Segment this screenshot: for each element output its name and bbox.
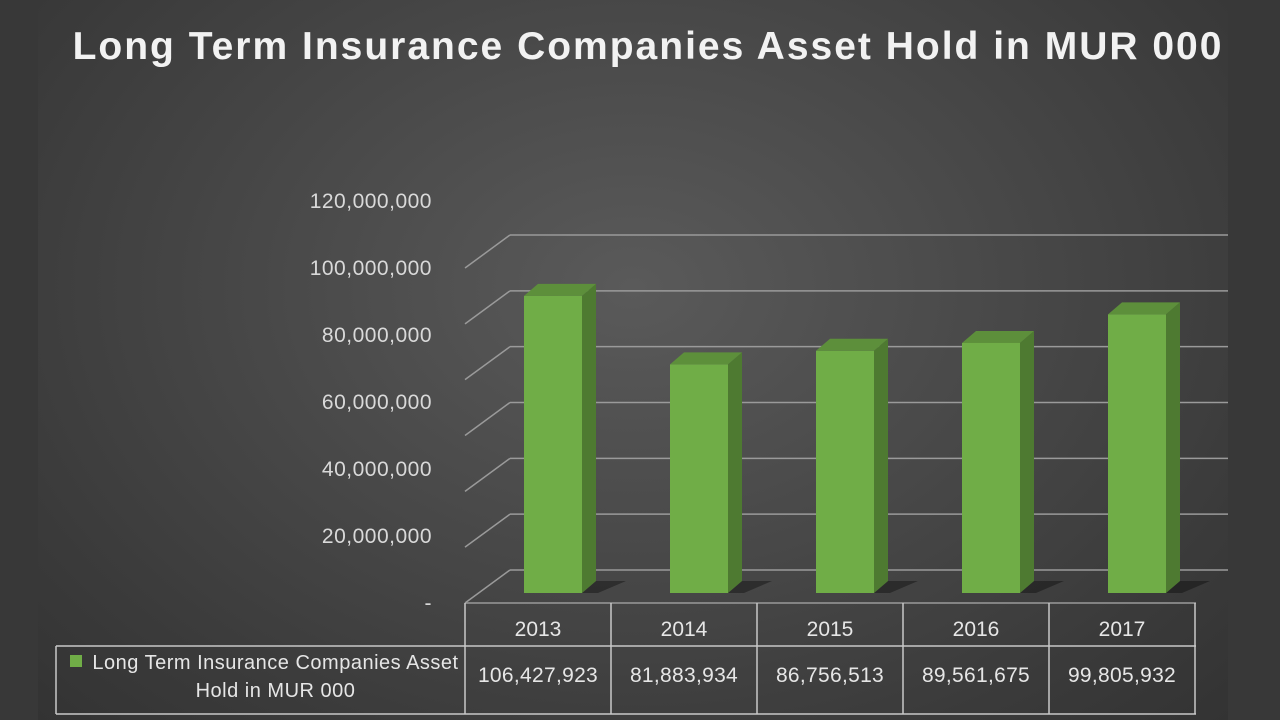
gridline-side bbox=[464, 290, 511, 325]
bar-shadow bbox=[728, 581, 772, 593]
data-label: 86,756,513 bbox=[775, 664, 885, 687]
bar-top bbox=[670, 352, 742, 365]
y-tick-label: 20,000,000 bbox=[321, 525, 432, 548]
data-label: 106,427,923 bbox=[477, 664, 599, 687]
gridline-side bbox=[464, 346, 511, 381]
left-border bbox=[0, 0, 38, 720]
legend-swatch bbox=[70, 655, 82, 667]
bar-top bbox=[1108, 302, 1180, 315]
gridline-side bbox=[464, 513, 511, 548]
bar-side bbox=[582, 283, 596, 593]
x-tick-label: 2014 bbox=[660, 618, 708, 641]
bar bbox=[670, 352, 742, 593]
y-tick-label: 80,000,000 bbox=[321, 324, 432, 347]
data-label: 89,561,675 bbox=[921, 664, 1031, 687]
gridline-side bbox=[464, 457, 511, 492]
y-tick-label: - bbox=[424, 592, 432, 615]
y-tick-label: 60,000,000 bbox=[321, 391, 432, 414]
bar-top bbox=[962, 330, 1034, 343]
bar-front bbox=[670, 364, 728, 593]
bar-side bbox=[1166, 302, 1180, 593]
bar bbox=[1108, 302, 1180, 593]
bar-front bbox=[816, 350, 874, 593]
legend-label: Long Term Insurance Companies Asset Hold… bbox=[92, 652, 459, 702]
gridline-side bbox=[464, 234, 511, 269]
bar-shadow bbox=[1166, 581, 1210, 593]
bar-shadow bbox=[582, 581, 626, 593]
x-tick-label: 2017 bbox=[1098, 618, 1146, 641]
x-tick-label: 2015 bbox=[806, 618, 854, 641]
bar-side bbox=[874, 338, 888, 593]
bar-front bbox=[1108, 314, 1166, 593]
bar-top bbox=[816, 338, 888, 351]
bar-top bbox=[524, 283, 596, 296]
bar-shadow bbox=[874, 581, 918, 593]
y-tick-label: 100,000,000 bbox=[309, 257, 432, 280]
bar-side bbox=[1020, 330, 1034, 593]
right-border bbox=[1228, 0, 1280, 720]
gridline-side bbox=[464, 401, 511, 437]
x-tick-label: 2013 bbox=[514, 618, 562, 641]
bar bbox=[962, 330, 1034, 593]
data-label: 81,883,934 bbox=[629, 664, 739, 687]
x-tick-label: 2016 bbox=[952, 618, 1000, 641]
y-tick-label: 120,000,000 bbox=[309, 190, 432, 213]
bar bbox=[816, 338, 888, 593]
bar-front bbox=[962, 342, 1020, 593]
bar-front bbox=[524, 295, 582, 593]
bar-shadow bbox=[1020, 581, 1064, 593]
bar-side bbox=[728, 352, 742, 593]
data-label: 99,805,932 bbox=[1067, 664, 1177, 687]
gridline-side bbox=[464, 569, 511, 604]
chart-title: Long Term Insurance Companies Asset Hold… bbox=[72, 25, 1224, 68]
y-tick-label: 40,000,000 bbox=[321, 458, 432, 481]
bar bbox=[524, 283, 596, 593]
